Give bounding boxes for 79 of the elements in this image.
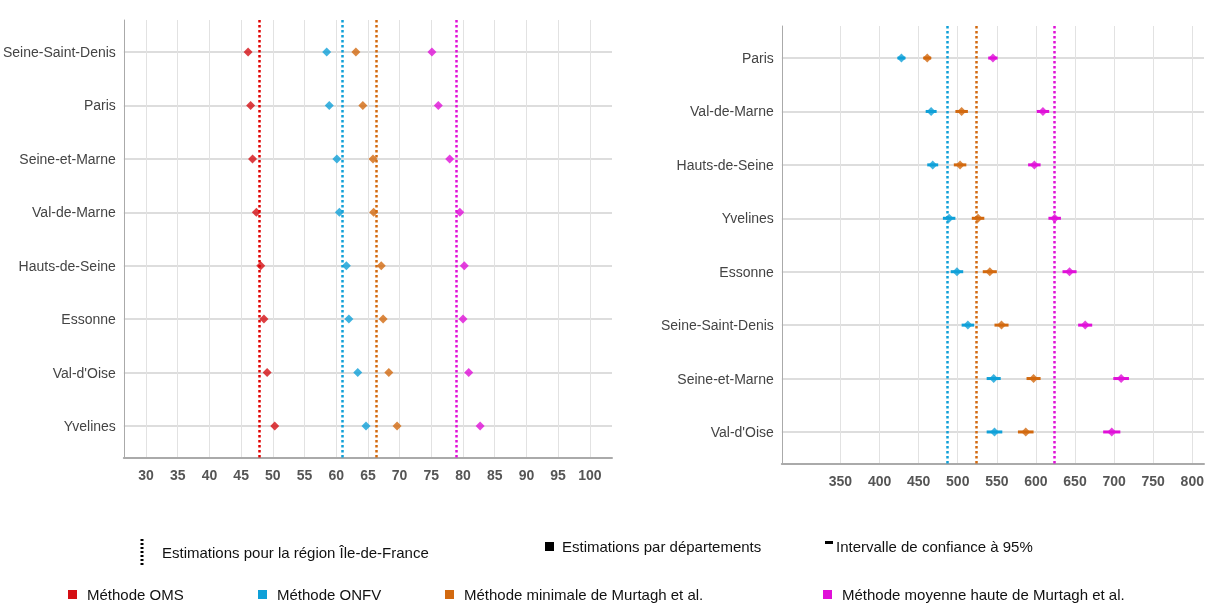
y-tick-label: Yvelines — [721, 210, 774, 227]
x-tick-label: 600 — [1024, 473, 1048, 489]
y-tick-label: Essonne — [719, 263, 775, 280]
point — [262, 368, 272, 378]
x-tick-label: 80 — [455, 467, 472, 483]
y-tick-label: Hauts-de-Seine — [18, 257, 117, 274]
legend-label: Méthode ONFV — [277, 586, 382, 603]
point — [376, 261, 386, 271]
x-tick-label: 700 — [1102, 473, 1126, 489]
legend-label: Méthode OMS — [87, 586, 184, 603]
x-tick-label: 40 — [201, 467, 218, 483]
point — [458, 314, 468, 324]
x-tick-label: 60 — [328, 467, 345, 483]
point — [369, 207, 379, 217]
y-tick-label: Val-de-Marne — [32, 204, 117, 221]
point — [433, 100, 443, 110]
point — [464, 368, 474, 378]
x-tick-label: 65 — [360, 467, 376, 483]
y-tick-label: Seine-et-Marne — [677, 370, 775, 387]
x-tick-label: 500 — [946, 473, 970, 489]
point — [322, 47, 332, 57]
point — [368, 154, 378, 164]
point — [378, 314, 388, 324]
y-tick-label: Yvelines — [63, 417, 116, 434]
y-tick-label: Seine-et-Marne — [19, 150, 117, 167]
text: Estimations par départements — [562, 538, 762, 555]
point — [459, 261, 469, 271]
point — [243, 47, 253, 57]
point — [248, 154, 258, 164]
point — [475, 421, 485, 431]
point — [351, 47, 361, 57]
text: Intervalle de confiance à 95% — [836, 538, 1033, 555]
legend-label: Méthode minimale de Murtagh et al. — [464, 586, 704, 603]
point — [427, 47, 437, 57]
y-tick-label: Essonne — [61, 311, 117, 328]
point — [445, 154, 455, 164]
x-tick-label: 750 — [1141, 473, 1166, 489]
point — [358, 100, 368, 110]
point — [246, 100, 256, 110]
x-tick-label: 70 — [391, 467, 408, 483]
x-tick-label: 350 — [828, 473, 853, 489]
x-tick-label: 550 — [985, 473, 1009, 489]
point — [353, 368, 363, 378]
y-tick-label: Val-de-Marne — [690, 103, 775, 120]
point — [455, 207, 465, 217]
point — [259, 314, 269, 324]
point — [392, 421, 402, 431]
y-tick-label: Paris — [83, 97, 116, 114]
x-tick-label: 35 — [169, 467, 186, 483]
x-tick-label: 75 — [423, 467, 440, 483]
y-tick-label: Paris — [741, 50, 774, 67]
point — [270, 421, 280, 431]
x-tick-label: 55 — [296, 467, 313, 483]
x-tick-label: 400 — [867, 473, 892, 489]
y-tick-label: Seine-Saint-Denis — [660, 317, 774, 334]
x-tick-label: 85 — [486, 467, 503, 483]
y-tick-label: Hauts-de-Seine — [676, 156, 775, 173]
x-tick-label: 45 — [233, 467, 250, 483]
x-tick-label: 95 — [550, 467, 567, 483]
legend-label: Méthode moyenne haute de Murtagh et al. — [842, 586, 1125, 603]
text: Estimations pour la région Île-de-France — [162, 543, 429, 561]
point — [334, 207, 344, 217]
point — [344, 314, 354, 324]
y-tick-label: Val-d'Oise — [52, 364, 117, 381]
point — [384, 368, 394, 378]
point — [341, 261, 351, 271]
point — [324, 100, 334, 110]
y-tick-label: Seine-Saint-Denis — [2, 44, 116, 61]
point — [361, 421, 371, 431]
point — [332, 154, 342, 164]
x-tick-label: 30 — [138, 467, 155, 483]
x-tick-label: 100 — [578, 467, 602, 483]
x-tick-label: 90 — [518, 467, 535, 483]
x-tick-label: 800 — [1180, 473, 1205, 489]
x-tick-label: 50 — [265, 467, 281, 483]
y-tick-label: Val-d'Oise — [710, 423, 775, 440]
x-tick-label: 450 — [906, 473, 931, 489]
x-tick-label: 650 — [1063, 473, 1087, 489]
point — [251, 207, 261, 217]
